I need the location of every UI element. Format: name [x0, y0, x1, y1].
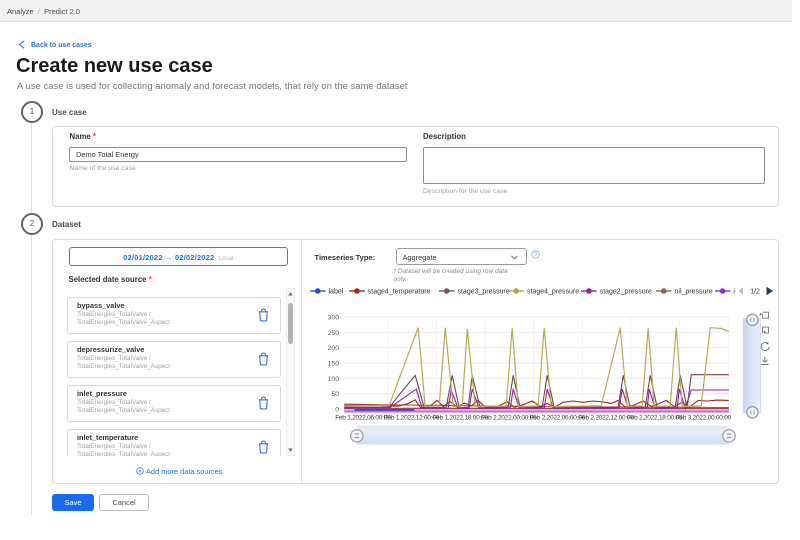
- svg-text:Feb 1,2022,06:00:00: Feb 1,2022,06:00:00: [335, 414, 391, 421]
- svg-text:Feb 2,2022,12:00:00: Feb 2,2022,12:00:00: [578, 414, 634, 421]
- svg-text:Feb 2,2022,18:00:00: Feb 2,2022,18:00:00: [627, 414, 683, 421]
- svg-text:300: 300: [327, 314, 339, 321]
- svg-text:i: i: [733, 288, 735, 295]
- svg-text:50: 50: [331, 391, 339, 398]
- svg-text:?: ?: [534, 253, 537, 259]
- svg-text:Feb 1,2022,12:00:00: Feb 1,2022,12:00:00: [384, 414, 440, 421]
- svg-text:Feb 2,2022,06:00:00: Feb 2,2022,06:00:00: [529, 414, 585, 421]
- svg-text:150: 150: [327, 360, 339, 367]
- svg-text:label: label: [329, 288, 344, 295]
- svg-text:Feb 3,2022,00:00:00: Feb 3,2022,00:00:00: [675, 414, 731, 421]
- svg-text:1/2: 1/2: [750, 288, 760, 295]
- svg-text:stage3_pressure: stage3_pressure: [458, 288, 510, 295]
- svg-text:250: 250: [327, 329, 339, 336]
- svg-text:0: 0: [335, 406, 339, 413]
- svg-text:100: 100: [327, 375, 339, 382]
- svg-text:stage2_pressure: stage2_pressure: [600, 288, 652, 295]
- svg-text:stage4_pressure: stage4_pressure: [527, 288, 579, 295]
- svg-text:Feb 2,2022,00:00:00: Feb 2,2022,00:00:00: [481, 414, 537, 421]
- svg-text:oil_pressure: oil_pressure: [675, 288, 713, 295]
- svg-text:Feb 1,2022,18:00:00: Feb 1,2022,18:00:00: [432, 414, 488, 421]
- svg-text:200: 200: [327, 345, 339, 352]
- svg-text:stage4_temperature: stage4_temperature: [368, 288, 431, 295]
